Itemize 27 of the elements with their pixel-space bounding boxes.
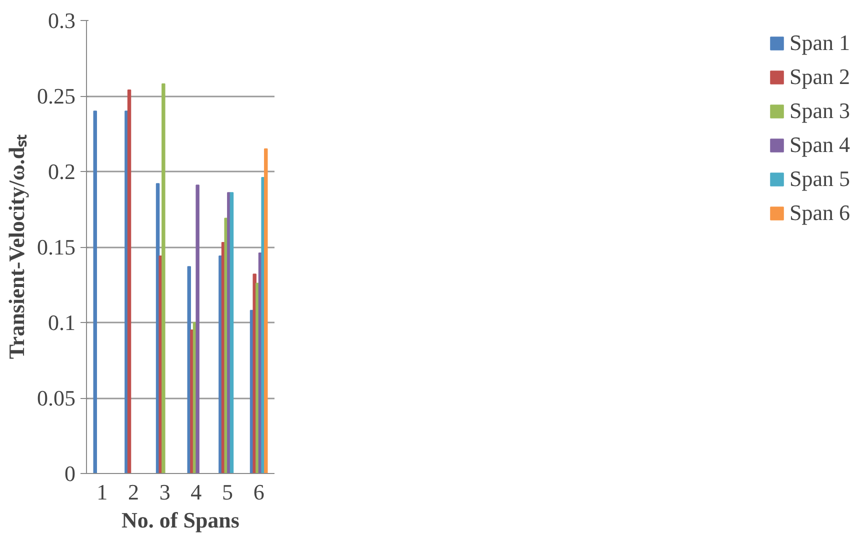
y-tick-label: 0 [64,461,76,486]
y-tick-label: 0.3 [48,8,76,33]
y-axis-title: Transient-Velocity/ω.dₛₜ [4,134,29,360]
x-tick-label: 1 [96,480,108,504]
legend-label: Span 6 [790,200,850,226]
legend-label: Span 5 [790,166,850,192]
y-tick-label: 0.05 [37,386,76,410]
x-tick-label: 3 [159,480,170,504]
y-tick-label: 0.25 [37,84,76,108]
bar [196,184,200,474]
x-tick-label: 6 [253,480,264,504]
x-tick-label: 4 [190,480,202,504]
x-axis-title: No. of Spans [122,508,240,532]
y-tick-label: 0.2 [48,159,76,184]
bar [162,83,166,474]
legend-label: Span 3 [790,98,850,124]
y-tick-label: 0.15 [37,234,76,260]
y-tick-label: 0.1 [48,310,76,335]
legend-label: Span 2 [790,64,850,90]
x-tick-label: 2 [128,480,139,504]
legend-label: Span 1 [790,30,850,56]
bar [93,110,97,474]
bar [127,89,132,474]
x-tick-label: 5 [222,480,233,504]
bar [230,192,234,474]
bar [264,148,268,474]
legend-label: Span 4 [790,132,850,158]
